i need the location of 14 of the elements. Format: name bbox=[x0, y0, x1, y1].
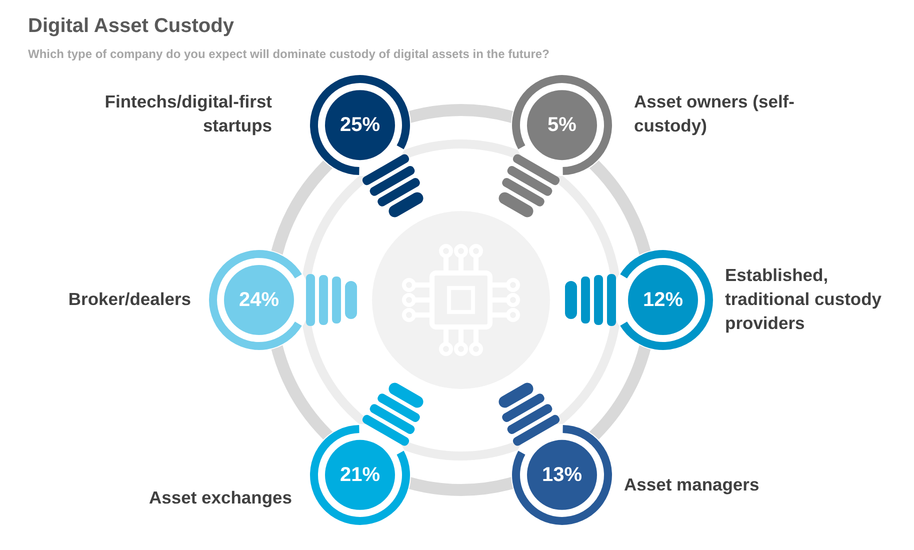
data-label: 25% bbox=[340, 114, 380, 136]
category-label: Asset managers bbox=[624, 474, 760, 494]
data-label: 12% bbox=[642, 289, 684, 311]
category-label: Broker/dealers bbox=[68, 289, 192, 309]
data-label: 13% bbox=[542, 464, 582, 486]
data-label: 21% bbox=[340, 464, 380, 486]
data-label: 24% bbox=[238, 289, 280, 311]
category-label: Asset exchanges bbox=[149, 487, 292, 508]
category-label: Fintechs/digital-first startups bbox=[104, 92, 272, 136]
text: Which type of company do you expect will dominate custody of digital assets in the future? bbox=[28, 47, 550, 61]
category-label: Asset owners (self-custody) bbox=[634, 92, 795, 136]
data-label: 5% bbox=[548, 114, 577, 136]
text: Digital Asset Custody bbox=[28, 15, 235, 37]
category-label: Established, traditional custody providers bbox=[725, 265, 882, 333]
